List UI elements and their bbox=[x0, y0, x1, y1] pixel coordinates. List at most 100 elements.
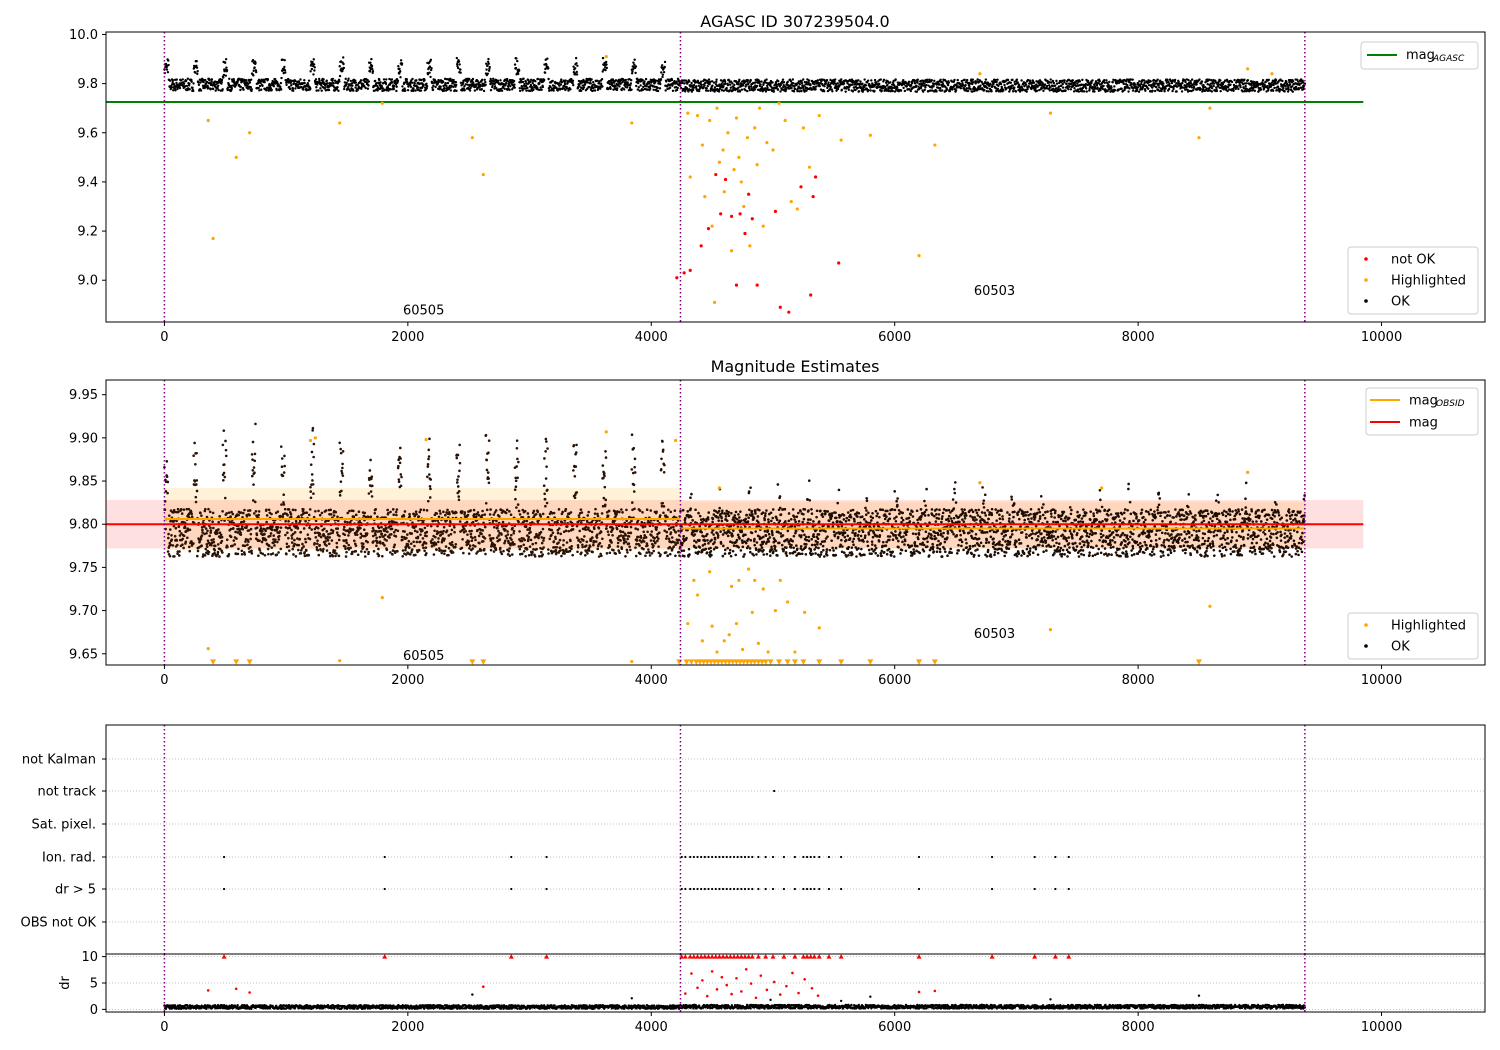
ok-point bbox=[434, 535, 437, 539]
ok-point bbox=[863, 78, 866, 81]
ok-point bbox=[589, 82, 592, 85]
ok-point bbox=[395, 513, 398, 517]
ok-point bbox=[375, 536, 378, 540]
ok-point bbox=[1138, 80, 1141, 83]
ok-point bbox=[991, 84, 994, 88]
ok-point bbox=[165, 68, 169, 71]
ok-point bbox=[614, 85, 617, 88]
ok-point bbox=[346, 520, 349, 524]
highlighted-point bbox=[795, 207, 799, 211]
ok-point bbox=[370, 64, 374, 68]
ok-point bbox=[167, 532, 170, 536]
ok-point bbox=[905, 85, 908, 88]
ok-point bbox=[656, 86, 659, 90]
ok-point bbox=[286, 531, 289, 535]
ok-point bbox=[469, 86, 472, 90]
ok-point bbox=[722, 89, 726, 92]
ok-point bbox=[1291, 90, 1295, 93]
ok-point bbox=[624, 78, 628, 82]
ok-point bbox=[222, 76, 225, 79]
ok-point bbox=[508, 88, 511, 92]
ok-point bbox=[216, 86, 219, 90]
highlighted-point bbox=[1246, 67, 1250, 71]
not-ok-point bbox=[747, 192, 751, 196]
ok-point bbox=[1259, 88, 1263, 91]
ok-point bbox=[969, 87, 972, 91]
highlighted-point bbox=[726, 131, 730, 135]
legend-dot-swatch bbox=[1364, 278, 1368, 282]
ok-point bbox=[457, 498, 461, 502]
ok-point bbox=[403, 530, 406, 533]
ok-point bbox=[656, 79, 659, 83]
ok-point bbox=[343, 81, 346, 84]
ok-point bbox=[468, 89, 472, 92]
ok-point bbox=[257, 513, 260, 517]
ok-point bbox=[619, 82, 622, 85]
ok-point bbox=[457, 60, 461, 63]
ok-point bbox=[287, 545, 291, 548]
ok-point bbox=[181, 543, 184, 546]
highlighted-point bbox=[688, 175, 692, 179]
ok-point bbox=[1202, 83, 1205, 87]
ok-point bbox=[468, 544, 472, 547]
ok-point bbox=[469, 532, 473, 536]
highlighted-point bbox=[211, 236, 215, 241]
ok-point bbox=[218, 555, 221, 558]
ok-point bbox=[1284, 85, 1287, 88]
ok-point bbox=[240, 553, 244, 556]
ok-point bbox=[325, 79, 328, 82]
ok-point bbox=[1108, 80, 1111, 84]
ok-point bbox=[438, 509, 442, 513]
ok-point bbox=[363, 555, 367, 558]
ok-point bbox=[459, 68, 462, 71]
ok-point bbox=[1286, 90, 1290, 93]
ok-point bbox=[331, 554, 335, 558]
ok-point bbox=[314, 531, 317, 535]
highlighted-point bbox=[481, 172, 485, 177]
ok-point bbox=[343, 520, 347, 524]
ok-point bbox=[190, 78, 193, 82]
ok-point bbox=[298, 537, 302, 541]
legend-dot-swatch bbox=[1364, 257, 1368, 261]
ok-point bbox=[399, 76, 402, 79]
ok-point bbox=[360, 534, 364, 538]
ok-point bbox=[263, 532, 266, 536]
ok-point bbox=[869, 89, 872, 92]
ok-point bbox=[771, 81, 774, 84]
ok-point bbox=[258, 89, 261, 92]
ok-point bbox=[569, 88, 572, 91]
ok-point bbox=[209, 529, 213, 532]
ok-point bbox=[273, 77, 277, 81]
ok-point bbox=[291, 87, 295, 90]
ok-point bbox=[522, 77, 525, 80]
ok-point bbox=[413, 529, 417, 533]
ok-point bbox=[979, 84, 982, 87]
ok-point bbox=[418, 527, 422, 531]
ok-point bbox=[461, 510, 464, 513]
ok-point bbox=[1210, 90, 1214, 93]
ok-point bbox=[177, 554, 181, 557]
ok-point bbox=[393, 543, 397, 547]
ok-point bbox=[469, 509, 472, 512]
ok-point bbox=[1271, 81, 1274, 84]
ok-point bbox=[807, 81, 810, 84]
ok-point bbox=[416, 535, 420, 539]
ok-point bbox=[354, 79, 357, 82]
ok-point bbox=[169, 543, 173, 547]
ok-point bbox=[384, 82, 388, 86]
ok-point bbox=[1076, 88, 1080, 91]
ok-point bbox=[354, 86, 357, 89]
ok-point bbox=[280, 457, 284, 460]
ok-point bbox=[511, 88, 514, 91]
ok-point bbox=[225, 68, 229, 72]
ok-point bbox=[852, 86, 856, 89]
ok-point bbox=[385, 539, 388, 542]
ok-point bbox=[529, 78, 533, 81]
ok-point bbox=[1136, 86, 1140, 89]
highlighted-point bbox=[703, 195, 707, 199]
ok-point bbox=[994, 87, 998, 90]
ok-point bbox=[207, 507, 210, 511]
legend-label: not OK bbox=[1391, 253, 1436, 268]
ok-point bbox=[1086, 79, 1090, 83]
ok-point bbox=[415, 512, 418, 516]
